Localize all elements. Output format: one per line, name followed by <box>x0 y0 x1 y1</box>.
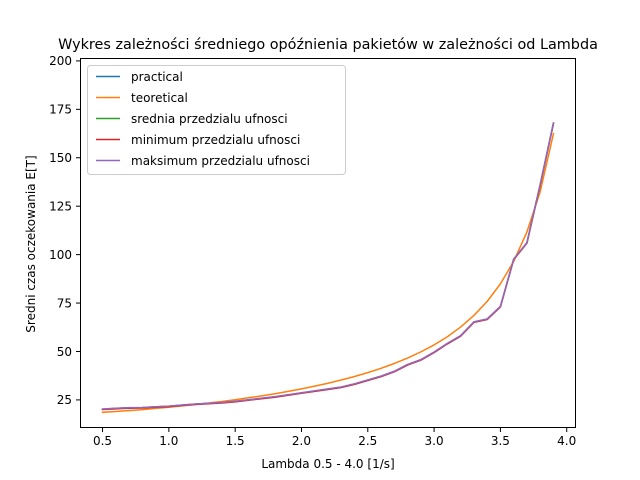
x-axis-label: Lambda 0.5 - 4.0 [1/s] <box>261 457 394 471</box>
chart-title: Wykres zależności średniego opóźnienia p… <box>58 37 598 53</box>
y-tick-label: 150 <box>49 151 72 165</box>
legend-label: maksimum przedzialu ufnosci <box>131 154 310 168</box>
legend-label: srednia przedzialu ufnosci <box>131 112 288 126</box>
series-line-4 <box>101 122 555 410</box>
x-tick-label: 4.0 <box>557 434 576 448</box>
legend-label: teoretical <box>131 91 188 105</box>
legend-box <box>87 65 346 175</box>
y-tick-label: 50 <box>57 345 72 359</box>
y-tick-label: 200 <box>49 54 72 68</box>
y-tick-label: 100 <box>49 248 72 262</box>
y-tick-label: 175 <box>49 103 72 117</box>
axes-frame <box>80 58 576 428</box>
plot-area <box>101 122 555 414</box>
x-tick-label: 2.5 <box>358 434 377 448</box>
x-tick-label: 0.5 <box>93 434 112 448</box>
y-tick-label: 125 <box>49 199 72 213</box>
x-tick-label: 1.5 <box>226 434 245 448</box>
y-tick-label: 75 <box>57 296 72 310</box>
legend: practical teoretical srednia przedzialu uf… <box>87 65 346 175</box>
legend-label: minimum przedzialu ufnosci <box>131 133 300 147</box>
legend-label: practical <box>131 70 183 84</box>
x-tick-label: 1.0 <box>159 434 178 448</box>
x-tick-label: 2.0 <box>292 434 311 448</box>
x-tick-label: 3.5 <box>491 434 510 448</box>
x-axis: 0.5 1.0 1.5 2.0 2.5 3.0 3.5 4.0 <box>93 428 576 448</box>
x-tick-label: 3.0 <box>425 434 444 448</box>
y-tick-label: 25 <box>57 393 72 407</box>
y-axis-label: Sredni czas oczekowania E[T] <box>24 155 38 332</box>
y-axis: 25 50 75 100 125 150 175 200 <box>49 54 80 407</box>
